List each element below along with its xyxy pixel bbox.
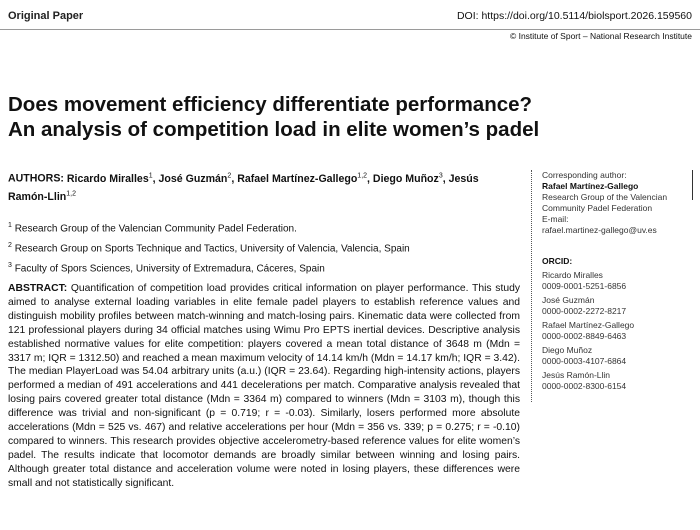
orcid-entry: Ricardo Miralles 0009-0001-5251-6856 <box>542 270 697 292</box>
affiliations: 1 Research Group of the Valencian Commun… <box>8 218 410 277</box>
author-name: Diego Muñoz <box>372 172 439 185</box>
doi[interactable]: DOI: https://doi.org/10.5114/biolsport.2… <box>456 10 692 22</box>
author-affiliation: 1 <box>148 172 153 179</box>
orcid-id: 0000-0003-4107-6864 <box>542 356 627 366</box>
email[interactable]: rafael.martinez-gallego@uv.es <box>542 225 657 235</box>
corresponding-label: Corresponding author: <box>542 170 627 180</box>
authors: AUTHORS: Ricardo Miralles1José Guzmán2Ra… <box>8 168 518 205</box>
author-name: José Guzmán <box>158 172 228 185</box>
address: Research Group of the Valencian Communit… <box>542 192 668 213</box>
orcid-id: 0000-0002-8849-6463 <box>542 331 627 341</box>
affiliation-number: 2 <box>8 241 12 249</box>
affiliation-number: 1 <box>8 222 12 229</box>
corresponding-name: Rafael Martínez-Gallego <box>542 181 639 191</box>
orcid: ORCID: Ricardo Miralles 0009-0001-5251-685… <box>542 256 697 392</box>
email-label: E-mail: <box>542 214 569 224</box>
orcid-name: Diego Muñoz <box>542 345 593 355</box>
orcid-name: Jesús Ramón-Llin <box>542 370 611 380</box>
author: Jesús Ramón-Llin1,2 <box>8 173 479 204</box>
author-name: Rafael Martínez-Gallego <box>237 172 358 185</box>
author: Rafael Martínez-Gallego1,2 <box>237 172 373 185</box>
affiliation-text: Research Group of the Valencian Communit… <box>14 223 297 235</box>
author: José Guzmán2 <box>158 172 238 185</box>
section-label: Original Paper <box>8 10 84 22</box>
orcid-entry: José Guzmán 0000-0002-2272-8217 <box>542 295 697 317</box>
author-affiliation: 1,2 <box>66 190 76 198</box>
header: Original Paper DOI: https://doi.org/10.5… <box>0 0 700 30</box>
author-name: Ricardo Miralles <box>66 172 149 185</box>
orcid-id: 0009-0001-5251-6856 <box>542 281 627 291</box>
divider <box>692 170 693 200</box>
orcid-id: 0000-0002-2272-8217 <box>542 306 627 316</box>
orcid-label: ORCID: <box>542 256 573 266</box>
abstract: ABSTRACT: Quantification of competition … <box>8 282 520 491</box>
affiliation: 3 Faculty of Spors Sciences, University … <box>8 258 410 278</box>
orcid-name: José Guzmán <box>542 295 595 305</box>
sidebar: Corresponding author: Rafael Martínez-Ga… <box>531 170 697 402</box>
orcid-id: 0000-0002-8300-6154 <box>542 381 627 391</box>
affiliation-text: Research Group on Sports Technique and T… <box>14 243 410 255</box>
author: Ricardo Miralles1 <box>66 172 159 185</box>
affiliation-text: Faculty of Spors Sciences, University of… <box>14 262 325 274</box>
author-affiliation: 3 <box>438 172 443 179</box>
affiliation: 1 Research Group of the Valencian Commun… <box>8 218 410 238</box>
author-affiliation: 2 <box>227 172 232 179</box>
affiliation: 2 Research Group on Sports Technique and… <box>8 238 410 258</box>
publisher: © Institute of Sport – National Research… <box>509 31 692 41</box>
affiliation-number: 3 <box>8 261 12 269</box>
title-line: An analysis of competition load in elite… <box>8 118 540 141</box>
orcid-entry: Rafael Martínez-Gallego 0000-0002-8849-64… <box>542 320 697 342</box>
author: Diego Muñoz3 <box>372 172 449 185</box>
orcid-name: Rafael Martínez-Gallego <box>542 320 635 330</box>
abstract-text: Quantification of competition load provi… <box>8 283 520 489</box>
title-line: Does movement efficiency differentiate p… <box>8 93 533 116</box>
author-name: Jesús Ramón-Llin <box>8 172 479 204</box>
author-affiliation: 1,2 <box>357 172 368 179</box>
orcid-entry: Diego Muñoz 0000-0003-4107-6864 <box>542 345 697 367</box>
title: Does movement efficiency differentiate p… <box>8 92 688 142</box>
orcid-name: Ricardo Miralles <box>542 270 603 280</box>
orcid-entry: Jesús Ramón-Llin 0000-0002-8300-6154 <box>542 370 697 392</box>
abstract-label: ABSTRACT: <box>8 283 68 294</box>
authors-label: AUTHORS: <box>8 172 64 185</box>
